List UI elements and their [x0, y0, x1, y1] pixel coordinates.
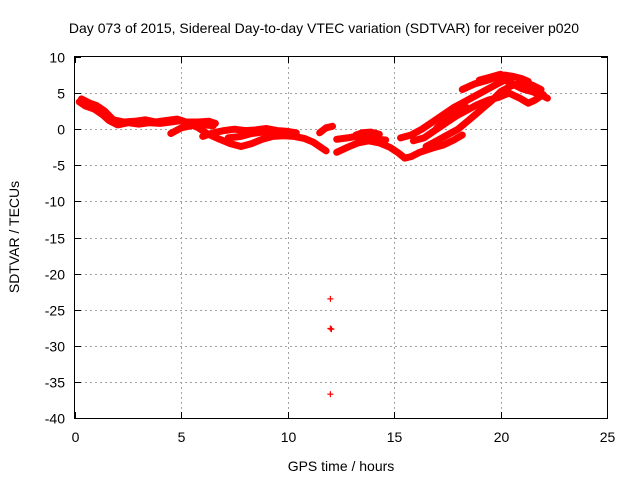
data-trace-band	[352, 128, 383, 139]
y-tick-label: -30	[45, 339, 65, 355]
y-tick-label: -35	[45, 375, 65, 391]
x-tick-label: 5	[178, 429, 186, 445]
data-trace-band	[433, 104, 471, 132]
data-point-marker	[327, 391, 334, 398]
data-trace-band	[475, 70, 515, 84]
data-trace-band	[167, 121, 217, 137]
data-trace-band	[333, 132, 390, 144]
data-series	[75, 70, 551, 398]
data-trace-band	[397, 76, 551, 142]
grid-lines	[75, 57, 607, 418]
y-tick-label: -25	[45, 303, 65, 319]
x-axis-label: GPS time / hours	[288, 458, 395, 474]
y-tick-label: -15	[45, 231, 65, 247]
chart-title: Day 073 of 2015, Sidereal Day-to-day VTE…	[69, 20, 579, 36]
x-tick-label: 25	[600, 429, 616, 445]
x-tick-label: 15	[387, 429, 403, 445]
data-trace-band	[316, 122, 336, 137]
data-point-marker	[327, 325, 334, 332]
y-tick-label: -10	[45, 194, 65, 210]
data-point-marker	[328, 326, 335, 333]
data-trace-band	[224, 128, 283, 142]
data-point-marker	[327, 295, 334, 302]
data-trace-band	[333, 131, 466, 162]
x-tick-label: 20	[494, 429, 510, 445]
axis-ticks: 0 5 10 15 20 25 -40 -35 -30 -25 -20 -15 -10 -5 0 5 10	[45, 50, 616, 446]
y-tick-label: -5	[53, 158, 66, 174]
y-tick-label: -20	[45, 267, 65, 283]
y-axis-label: SDTVAR / TECUs	[6, 181, 22, 293]
plot-border	[74, 56, 608, 419]
y-tick-label: 10	[49, 50, 65, 66]
x-tick-label: 0	[72, 429, 80, 445]
x-tick-label: 10	[281, 429, 297, 445]
y-tick-label: 5	[57, 86, 65, 102]
y-tick-label: -40	[45, 411, 65, 427]
y-tick-label: 0	[57, 122, 65, 138]
